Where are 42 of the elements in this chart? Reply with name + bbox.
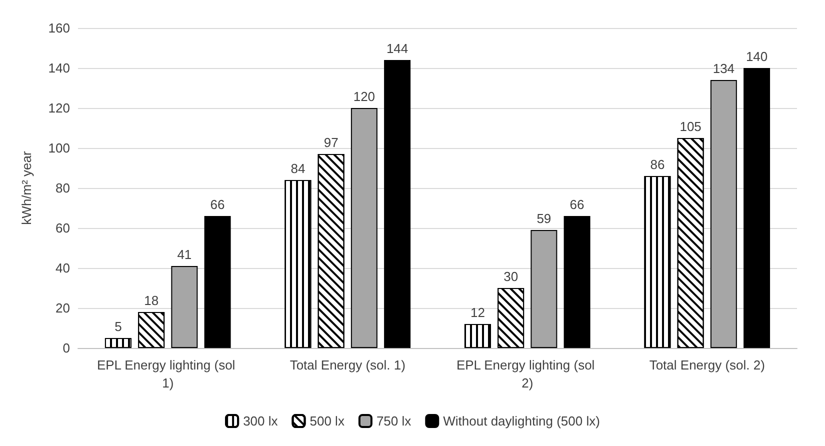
y-tick-label: 40	[56, 260, 70, 276]
bar	[204, 216, 231, 348]
data-label: 66	[210, 197, 225, 212]
data-label: 105	[680, 119, 702, 134]
data-label: 144	[386, 41, 408, 56]
data-label: 41	[177, 247, 192, 262]
data-label: 12	[470, 305, 485, 320]
x-tick-label: EPL Energy lighting (sol 2)	[456, 358, 598, 390]
bar	[384, 60, 411, 348]
bar	[171, 266, 198, 348]
y-axis-title: kWh/m² year	[19, 150, 34, 225]
y-tick-label: 60	[56, 220, 70, 236]
x-tick-label: Total Energy (sol. 2)	[649, 358, 765, 372]
y-tick-label: 20	[56, 300, 70, 316]
x-tick-label: EPL Energy lighting (sol 1)	[96, 358, 239, 390]
bar	[710, 80, 737, 348]
data-label: 5	[114, 319, 122, 334]
bar	[350, 108, 378, 348]
bar	[744, 68, 770, 348]
bar	[564, 216, 590, 348]
x-tick-label: Total Energy (sol. 1)	[290, 358, 406, 372]
y-tick-label: 140	[48, 60, 70, 76]
legend-label: 300 lx	[243, 414, 278, 428]
data-label: 140	[746, 49, 768, 64]
data-label: 66	[570, 197, 584, 212]
y-tick-label: 120	[48, 100, 70, 116]
data-label: 120	[353, 89, 376, 104]
data-label: 59	[536, 211, 552, 226]
legend-label: 750 lx	[376, 414, 412, 428]
data-label: 84	[290, 161, 306, 176]
data-label: 18	[144, 293, 159, 308]
y-tick-label: 0	[62, 340, 70, 356]
data-label: 134	[712, 61, 735, 76]
y-tick-label: 100	[48, 140, 70, 156]
legend-label: 500 lx	[310, 414, 345, 428]
y-tick-label: 80	[56, 180, 70, 196]
data-label: 97	[324, 135, 338, 150]
data-label: 30	[504, 269, 518, 284]
y-tick-label: 160	[48, 20, 70, 36]
data-label: 86	[650, 157, 665, 172]
bar	[530, 230, 558, 348]
legend-label: Without daylighting (500 lx)	[443, 414, 600, 428]
